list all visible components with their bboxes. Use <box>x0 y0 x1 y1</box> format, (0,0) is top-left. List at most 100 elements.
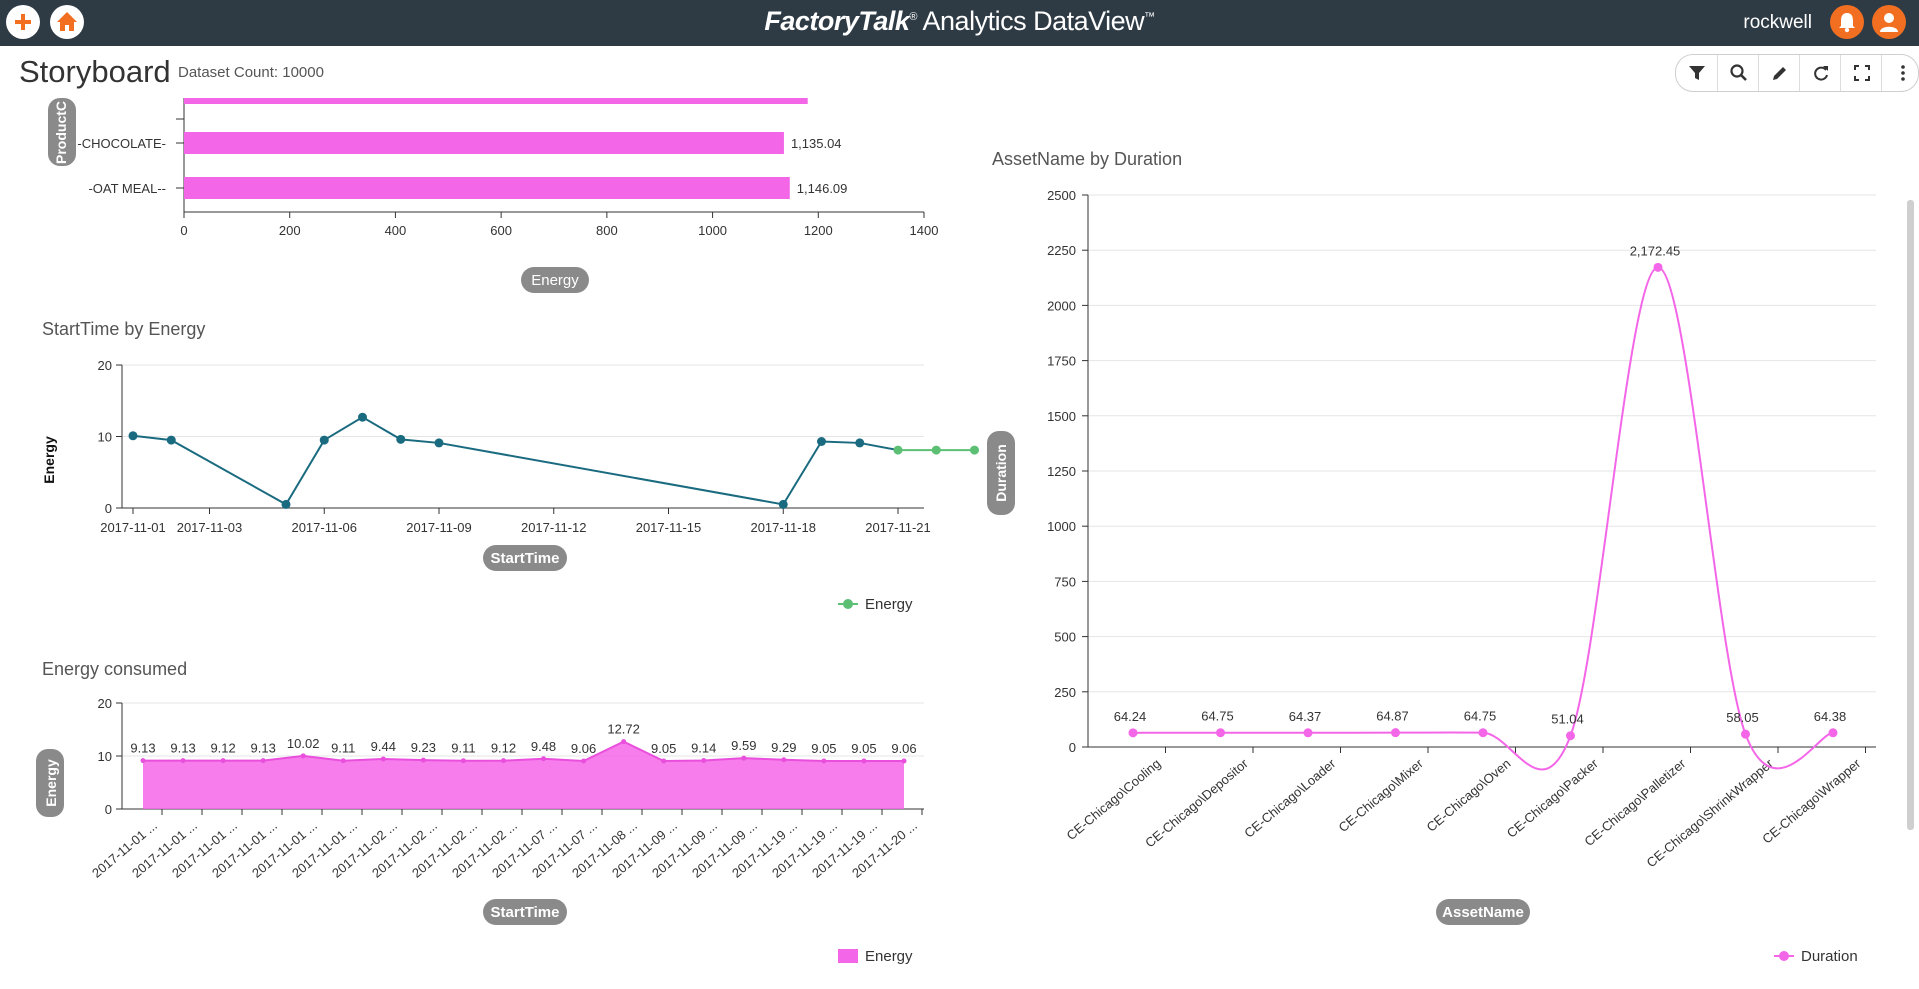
bar-xtick-label: 800 <box>596 223 618 238</box>
bar <box>184 177 790 199</box>
more-button[interactable] <box>1881 55 1919 91</box>
area-data-label: 9.13 <box>130 741 155 756</box>
duration-legend[interactable]: Duration <box>1774 948 1858 965</box>
duration-data-label: 2,172.45 <box>1630 243 1681 258</box>
line-xtick-label: 2017-11-21 <box>865 520 931 535</box>
add-icon <box>15 14 31 30</box>
starttime-energy-line-chart: StartTime by Energy 0 10 20 2017-11-01 2017-… <box>41 319 979 613</box>
line-point <box>931 445 941 455</box>
area-data-label: 9.29 <box>771 740 796 755</box>
area-point <box>380 756 386 762</box>
area-data-label: 9.12 <box>210 741 235 756</box>
line-point <box>319 435 329 445</box>
area-legend-swatch <box>838 949 858 963</box>
notifications-button[interactable] <box>1830 5 1864 39</box>
duration-xaxis-label: AssetName <box>1442 904 1524 921</box>
duration-data-label: 64.75 <box>1201 709 1234 724</box>
area-data-label: 9.59 <box>731 738 756 753</box>
area-data-label: 10.02 <box>287 736 320 751</box>
line-point <box>358 412 367 422</box>
area-ytick-label: 20 <box>98 696 112 711</box>
line-point <box>817 437 826 447</box>
duration-ytick-label: 2500 <box>1047 188 1076 203</box>
area-legend[interactable]: Energy <box>838 948 913 965</box>
line-xtick-label: 2017-11-09 <box>406 520 472 535</box>
user-icon <box>1880 13 1898 32</box>
area-data-label: 9.23 <box>411 740 436 755</box>
area-legend-label: Energy <box>865 948 913 965</box>
duration-ytick-label: 2000 <box>1047 298 1076 313</box>
area-line <box>143 740 905 763</box>
area-data-label: 9.05 <box>851 741 876 756</box>
page-title: Storyboard <box>19 54 171 89</box>
line-point <box>970 445 979 455</box>
user-menu-button[interactable] <box>1872 5 1906 39</box>
area-point <box>621 739 627 745</box>
home-button[interactable] <box>50 5 84 39</box>
area-xaxis-label: StartTime <box>491 904 560 921</box>
area-fill <box>143 741 904 809</box>
line-series-path <box>132 416 899 506</box>
area-point <box>340 758 346 764</box>
line-ytick-label: 20 <box>98 358 112 373</box>
line-xtick-label: 2017-11-15 <box>636 520 702 535</box>
bar-data-label: 1,146.09 <box>797 181 848 196</box>
bar-xtick-label: 1400 <box>910 223 939 238</box>
area-data-label: 9.44 <box>371 739 396 754</box>
area-point <box>741 755 747 761</box>
refresh-button[interactable] <box>1799 55 1841 91</box>
bar-xtick-label: 1000 <box>698 223 727 238</box>
duration-yaxis-label: Duration <box>993 444 1009 502</box>
area-point <box>300 753 306 759</box>
bar-xtick-label: 200 <box>279 223 301 238</box>
area-data-label: 9.11 <box>451 741 475 756</box>
area-data-label: 9.06 <box>891 741 916 756</box>
duration-xtick-label: CE-Chicago\Oven <box>1424 756 1514 835</box>
assetname-duration-line-chart: AssetName by Duration 0 250 500 750 1000 1250… <box>987 149 1876 965</box>
bar-xaxis-label: Energy <box>531 272 579 289</box>
storyboard-charts: ProductC 1,135.04 -CHOCOLATE- 1,146.09 -OAT… <box>36 98 1876 965</box>
area-ytick-label: 10 <box>98 749 112 764</box>
filter-button[interactable] <box>1676 55 1717 91</box>
area-data-label: 9.48 <box>531 739 556 754</box>
add-button[interactable] <box>6 5 40 39</box>
area-point <box>781 757 787 763</box>
area-point <box>861 758 867 764</box>
duration-legend-marker <box>1779 951 1789 961</box>
user-name[interactable]: rockwell <box>1743 12 1812 33</box>
area-data-label: 9.13 <box>170 741 195 756</box>
fullscreen-button[interactable] <box>1840 55 1882 91</box>
area-data-label: 9.05 <box>811 741 836 756</box>
bar-yaxis-label-pill <box>48 98 76 166</box>
duration-point <box>1741 729 1750 739</box>
bar-partial <box>184 98 808 104</box>
area-data-label: 9.05 <box>651 741 676 756</box>
duration-ytick-label: 1500 <box>1047 409 1076 424</box>
duration-ytick-label: 1750 <box>1047 354 1076 369</box>
area-ytick-label: 0 <box>105 802 112 817</box>
line-xtick-label: 2017-11-12 <box>521 520 587 535</box>
duration-point <box>1128 728 1138 738</box>
duration-data-label: 58.05 <box>1726 710 1759 725</box>
bar-xtick-label: 400 <box>385 223 407 238</box>
line-chart-title: StartTime by Energy <box>42 319 205 339</box>
area-point <box>541 756 547 762</box>
bar-category-label: -OAT MEAL-- <box>88 181 166 196</box>
edit-button[interactable] <box>1758 55 1800 91</box>
area-data-label: 9.11 <box>331 741 355 756</box>
page-scrollbar[interactable] <box>1907 200 1914 830</box>
line-xtick-label: 2017-11-01 <box>100 520 166 535</box>
line-xtick-label: 2017-11-06 <box>291 520 357 535</box>
area-point <box>140 758 146 764</box>
toolbar <box>1675 54 1919 92</box>
search-button[interactable] <box>1717 55 1759 91</box>
line-ytick-label: 10 <box>98 430 112 445</box>
line-xaxis-label-pill <box>483 545 567 571</box>
line-legend[interactable]: Energy <box>838 596 913 613</box>
line-legend-marker <box>843 599 853 609</box>
area-point <box>500 758 506 764</box>
refresh-icon <box>1814 66 1828 81</box>
duration-legend-label: Duration <box>1801 948 1858 965</box>
duration-ytick-label: 500 <box>1054 630 1076 645</box>
